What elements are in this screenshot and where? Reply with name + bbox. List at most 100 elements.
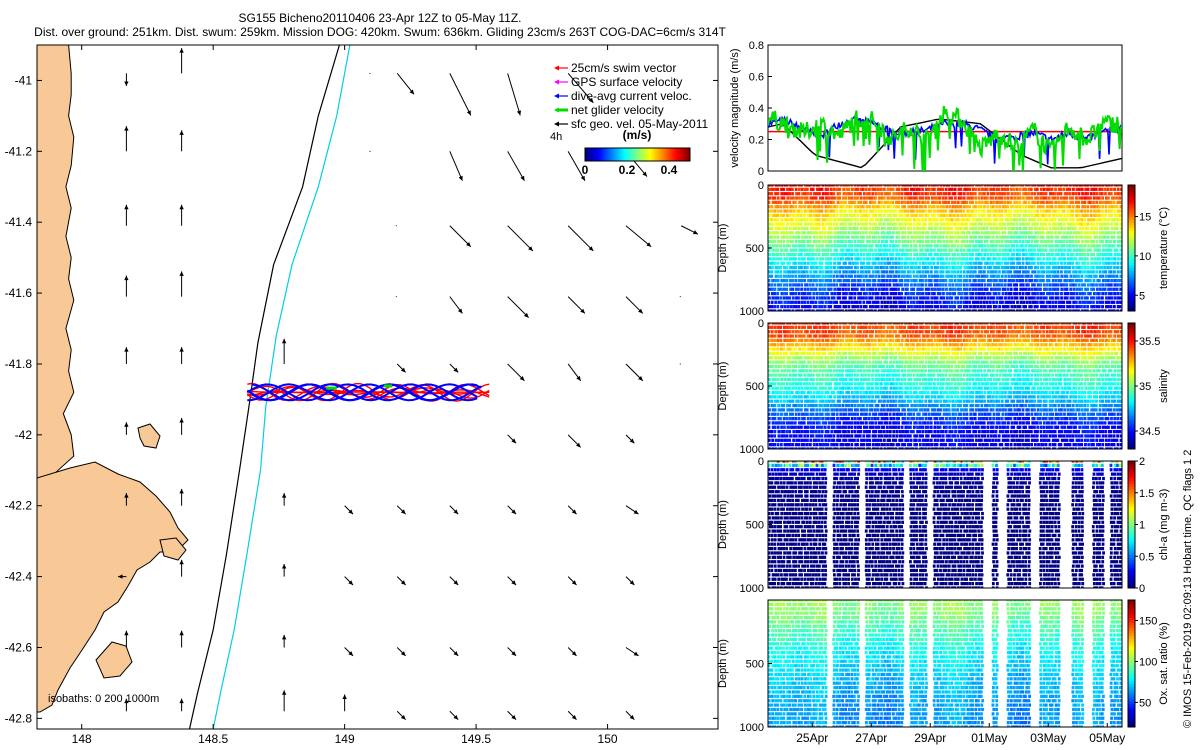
- section-dot: [860, 377, 863, 382]
- section-dot: [782, 421, 786, 425]
- section-dot: [838, 386, 842, 390]
- colorbar-cell: [665, 148, 668, 161]
- section-dot: [926, 309, 930, 311]
- section-dot: [1068, 248, 1072, 252]
- section-dot: [812, 305, 816, 309]
- section-dot: [776, 399, 780, 403]
- section-dot: [854, 192, 857, 196]
- section-dot: [1096, 278, 1100, 283]
- section-dot: [1033, 252, 1037, 257]
- section-dot: [926, 235, 930, 239]
- section-dot: [1003, 287, 1007, 291]
- section-dot: [1098, 287, 1102, 291]
- section-dot: [1068, 244, 1072, 248]
- section-dot: [844, 300, 848, 304]
- section-dot: [1074, 200, 1078, 204]
- section-dot: [1095, 218, 1099, 222]
- section-dot: [1100, 309, 1104, 311]
- section-dot: [1118, 209, 1122, 213]
- section-dot: [957, 292, 961, 296]
- section-dot: [829, 222, 833, 226]
- section-dot: [992, 283, 996, 287]
- section-dot: [817, 434, 821, 438]
- section-dot: [844, 309, 848, 311]
- section-dot: [1039, 296, 1043, 300]
- section-colorbar-cell: [1128, 187, 1135, 191]
- section-dot: [1110, 300, 1114, 304]
- section-dot: [794, 447, 798, 449]
- section-dot: [1084, 226, 1088, 231]
- section-dot: [880, 300, 884, 304]
- section-dot: [991, 270, 995, 274]
- section-dot: [850, 369, 854, 373]
- section-dot: [839, 185, 843, 187]
- section-dot: [1110, 185, 1114, 187]
- section-dot: [841, 377, 845, 382]
- section-dot: [782, 196, 786, 200]
- section-colorbar-tick-label: 10: [1139, 251, 1151, 263]
- map-x-tick-label: 148: [72, 732, 92, 746]
- section-dot: [918, 205, 922, 209]
- section-dot: [921, 283, 924, 287]
- section-dot: [868, 278, 871, 283]
- current-vector: [679, 363, 682, 365]
- section-dot: [919, 274, 923, 278]
- section-dot: [859, 252, 863, 257]
- section-dot: [841, 425, 845, 429]
- section-dot: [853, 283, 857, 287]
- section-dot: [1030, 192, 1034, 196]
- section-dot: [900, 274, 904, 278]
- section-dot: [817, 330, 821, 334]
- section-dot: [830, 360, 834, 364]
- section-dot: [1096, 252, 1100, 257]
- section-dot: [1107, 283, 1110, 287]
- section-dot: [824, 438, 828, 442]
- section-dot: [979, 205, 983, 209]
- section-dot: [951, 287, 954, 291]
- section-dot: [956, 213, 960, 218]
- colorbar-cell: [639, 148, 642, 161]
- section-dot: [1092, 239, 1095, 244]
- section-dot: [1113, 192, 1117, 196]
- section-dot: [1112, 300, 1116, 304]
- section-dot: [845, 278, 848, 283]
- section-dot: [771, 395, 774, 399]
- section-dot: [783, 305, 787, 309]
- section-dot: [935, 200, 939, 204]
- section-dot: [826, 369, 830, 373]
- section-dot: [853, 356, 857, 360]
- section-dot: [1093, 213, 1096, 218]
- section-dot: [945, 235, 949, 239]
- section-dot: [830, 373, 833, 377]
- section-dot: [818, 261, 822, 265]
- section-dot: [886, 196, 890, 200]
- section-dot: [930, 296, 934, 300]
- section-dot: [791, 300, 795, 304]
- section-dot: [972, 278, 976, 283]
- section-dot: [768, 356, 772, 360]
- section-dot: [1006, 222, 1010, 226]
- section-dot: [1098, 244, 1102, 248]
- section-dot: [948, 205, 952, 209]
- section-dot: [871, 347, 875, 351]
- section-dot: [782, 323, 786, 325]
- legend-label: net glider velocity: [571, 103, 664, 117]
- section-dot: [924, 287, 928, 291]
- section-dot: [862, 438, 866, 442]
- section-dot: [1012, 248, 1016, 252]
- section-dot: [883, 257, 886, 261]
- section-dot: [774, 438, 778, 442]
- section-dot: [1015, 187, 1019, 191]
- section-dot: [901, 231, 905, 235]
- section-dot: [1048, 300, 1052, 304]
- section-dot: [847, 334, 851, 338]
- section-dot: [845, 205, 849, 209]
- section-dot: [818, 283, 822, 287]
- section-dot: [826, 200, 830, 204]
- section-dot: [898, 209, 902, 213]
- section-dot: [1013, 231, 1017, 235]
- section-dot: [962, 278, 966, 283]
- section-dot: [926, 270, 930, 274]
- section-dot: [895, 296, 899, 300]
- section-dot: [777, 226, 780, 231]
